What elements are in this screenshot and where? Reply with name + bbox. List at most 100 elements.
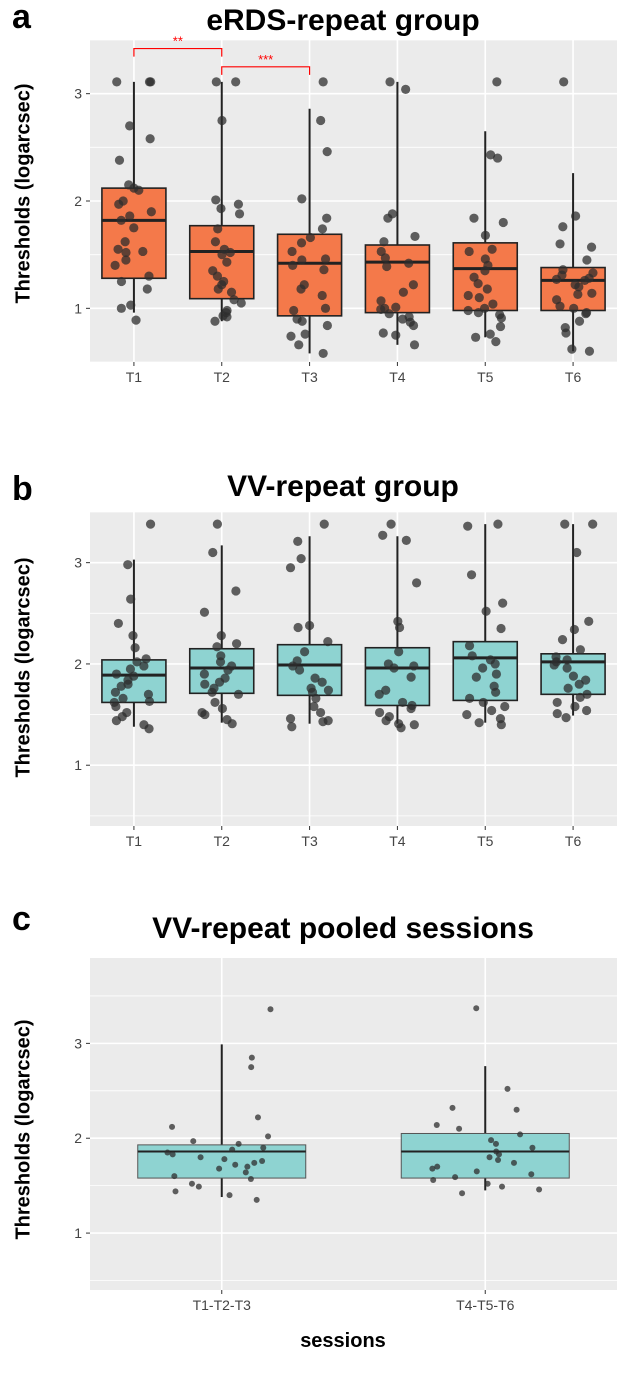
x-tick-label: T4-T5-T6 (456, 1297, 515, 1313)
x-tick-label: T3 (301, 833, 318, 849)
data-point (242, 1169, 249, 1176)
data-point (145, 519, 156, 529)
significance-bracket (221, 66, 311, 75)
panel-c-xlabel: sessions (300, 1330, 386, 1352)
data-point (406, 672, 416, 682)
data-point (381, 716, 391, 726)
data-point (120, 237, 130, 247)
data-point (488, 299, 498, 309)
data-point (480, 266, 490, 276)
y-tick-label: 1 (74, 300, 82, 316)
data-point (144, 271, 154, 281)
data-point (248, 1064, 255, 1071)
data-point (118, 693, 128, 703)
data-point (319, 519, 329, 529)
data-point (473, 1005, 480, 1012)
significance-label: ** (173, 34, 183, 49)
data-point (496, 623, 506, 634)
data-point (575, 645, 585, 655)
data-point (221, 1156, 228, 1163)
data-point (449, 1104, 456, 1111)
x-tick-label: T6 (565, 833, 582, 849)
data-point (130, 643, 140, 653)
data-point (408, 320, 419, 331)
data-point (411, 578, 422, 588)
data-point (146, 207, 156, 217)
data-point (536, 1186, 543, 1193)
data-point (199, 607, 210, 617)
data-point (294, 665, 305, 675)
data-point (385, 77, 395, 87)
data-point (116, 215, 126, 225)
significance-bracket (133, 47, 223, 57)
data-point (310, 673, 320, 683)
data-point (582, 255, 592, 265)
data-point (265, 1133, 272, 1140)
data-point (293, 622, 303, 633)
data-point (213, 284, 223, 294)
data-point (145, 134, 155, 144)
data-point (116, 303, 126, 313)
data-point (121, 247, 131, 258)
data-point (317, 224, 328, 234)
data-point (128, 630, 138, 641)
data-point (121, 255, 131, 265)
x-tick-label: T2 (214, 833, 231, 849)
data-point (487, 705, 497, 716)
data-point (498, 598, 508, 608)
data-point (491, 687, 501, 697)
data-point (376, 304, 386, 315)
data-point (464, 641, 475, 651)
data-point (144, 724, 154, 734)
y-tick-label: 3 (74, 1035, 82, 1051)
data-point (474, 293, 484, 303)
data-point (492, 1140, 499, 1147)
y-tick-label: 1 (74, 1225, 82, 1241)
data-point (571, 211, 581, 221)
data-point (235, 1140, 242, 1147)
data-point (126, 300, 136, 310)
significance-label: *** (258, 52, 273, 67)
data-point (210, 237, 221, 247)
data-point (225, 247, 235, 258)
data-point (305, 232, 315, 243)
data-point (199, 669, 209, 679)
data-point (463, 521, 473, 531)
data-point (315, 707, 326, 718)
data-point (481, 606, 491, 616)
data-point (491, 669, 502, 679)
data-point (309, 701, 319, 712)
data-point (492, 77, 502, 87)
data-point (491, 337, 501, 347)
data-point (391, 302, 401, 312)
data-point (487, 244, 497, 254)
data-point (114, 199, 124, 209)
data-point (213, 224, 223, 234)
data-point (232, 1161, 239, 1168)
data-point (555, 239, 565, 249)
data-point (434, 1163, 441, 1170)
data-point (588, 519, 598, 529)
data-point (227, 719, 237, 729)
data-point (496, 313, 506, 323)
data-point (253, 1196, 260, 1203)
data-point (226, 287, 237, 297)
box (452, 242, 519, 312)
data-point (408, 280, 418, 290)
data-point (561, 713, 571, 723)
data-point (493, 153, 503, 163)
data-point (211, 77, 221, 87)
data-point (409, 720, 419, 730)
data-point (296, 553, 306, 564)
data-point (570, 701, 580, 712)
data-point (323, 637, 333, 647)
data-point (573, 289, 583, 299)
data-point (113, 618, 123, 629)
data-point (294, 340, 304, 350)
data-point (568, 671, 579, 681)
data-point (496, 720, 506, 730)
data-point (562, 663, 572, 673)
data-point (123, 560, 133, 570)
data-point (288, 661, 298, 671)
data-point (580, 275, 590, 286)
